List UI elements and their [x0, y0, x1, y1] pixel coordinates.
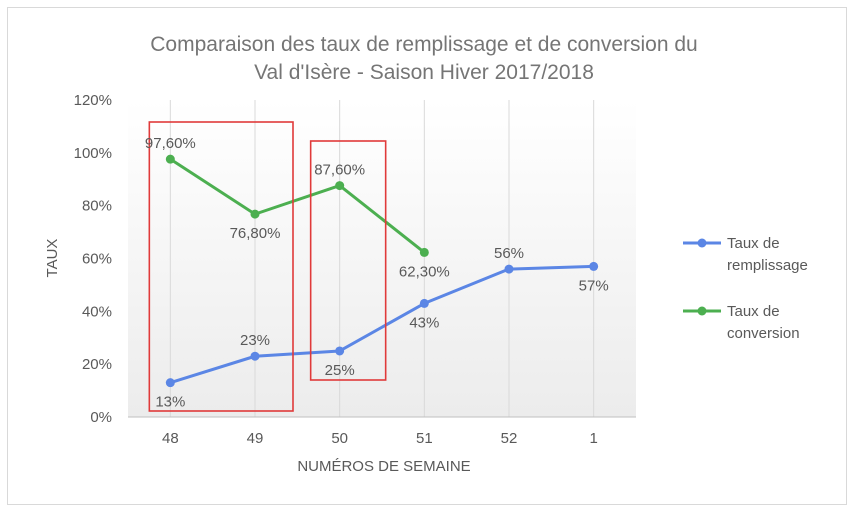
data-point [419, 247, 429, 257]
data-point [504, 264, 514, 274]
data-point [335, 346, 345, 356]
series-line-0 [169, 264, 594, 385]
x-tick-label: 1 [589, 430, 597, 447]
data-label: 23% [240, 332, 270, 349]
y-tick-label: 20% [82, 356, 112, 373]
data-label: 25% [325, 362, 355, 379]
legend-label: remplissage [727, 257, 808, 274]
series-line-1 [169, 157, 426, 254]
legend-marker [697, 238, 707, 248]
data-label: 57% [579, 277, 609, 294]
data-label: 62,30% [399, 263, 450, 280]
x-tick-label: 52 [501, 430, 518, 447]
data-point [250, 209, 260, 219]
highlight-box [148, 121, 294, 412]
data-point [250, 351, 260, 361]
y-tick-label: 60% [82, 251, 112, 268]
data-point [589, 261, 599, 271]
x-tick-label: 51 [416, 430, 433, 447]
data-point [335, 181, 345, 191]
x-tick-label: 48 [162, 430, 179, 447]
data-point [419, 298, 429, 308]
y-tick-label: 120% [74, 92, 112, 109]
data-point [165, 154, 175, 164]
x-tick-label: 50 [331, 430, 348, 447]
legend-label: conversion [727, 325, 800, 342]
data-label: 97,60% [145, 135, 196, 152]
chart-title-line: Val d'Isère - Saison Hiver 2017/2018 [254, 61, 594, 84]
data-label: 56% [494, 245, 524, 262]
legend-label: Taux de [727, 235, 780, 252]
plot-area [128, 100, 636, 417]
x-tick-label: 49 [247, 430, 264, 447]
legend-marker [697, 306, 707, 316]
data-point [165, 378, 175, 388]
y-tick-label: 0% [90, 409, 112, 426]
highlight-box [309, 140, 387, 381]
data-label: 43% [409, 314, 439, 331]
legend-label: Taux de [727, 303, 780, 320]
y-axis-title: TAUX [44, 239, 61, 278]
y-tick-label: 100% [74, 145, 112, 162]
data-label: 13% [155, 394, 185, 411]
y-tick-label: 40% [82, 303, 112, 320]
data-label: 87,60% [314, 162, 365, 179]
y-tick-label: 80% [82, 198, 112, 215]
x-axis-title: NUMÉROS DE SEMAINE [297, 458, 470, 475]
data-label: 76,80% [230, 225, 281, 242]
chart-title-line: Comparaison des taux de remplissage et d… [150, 33, 697, 56]
